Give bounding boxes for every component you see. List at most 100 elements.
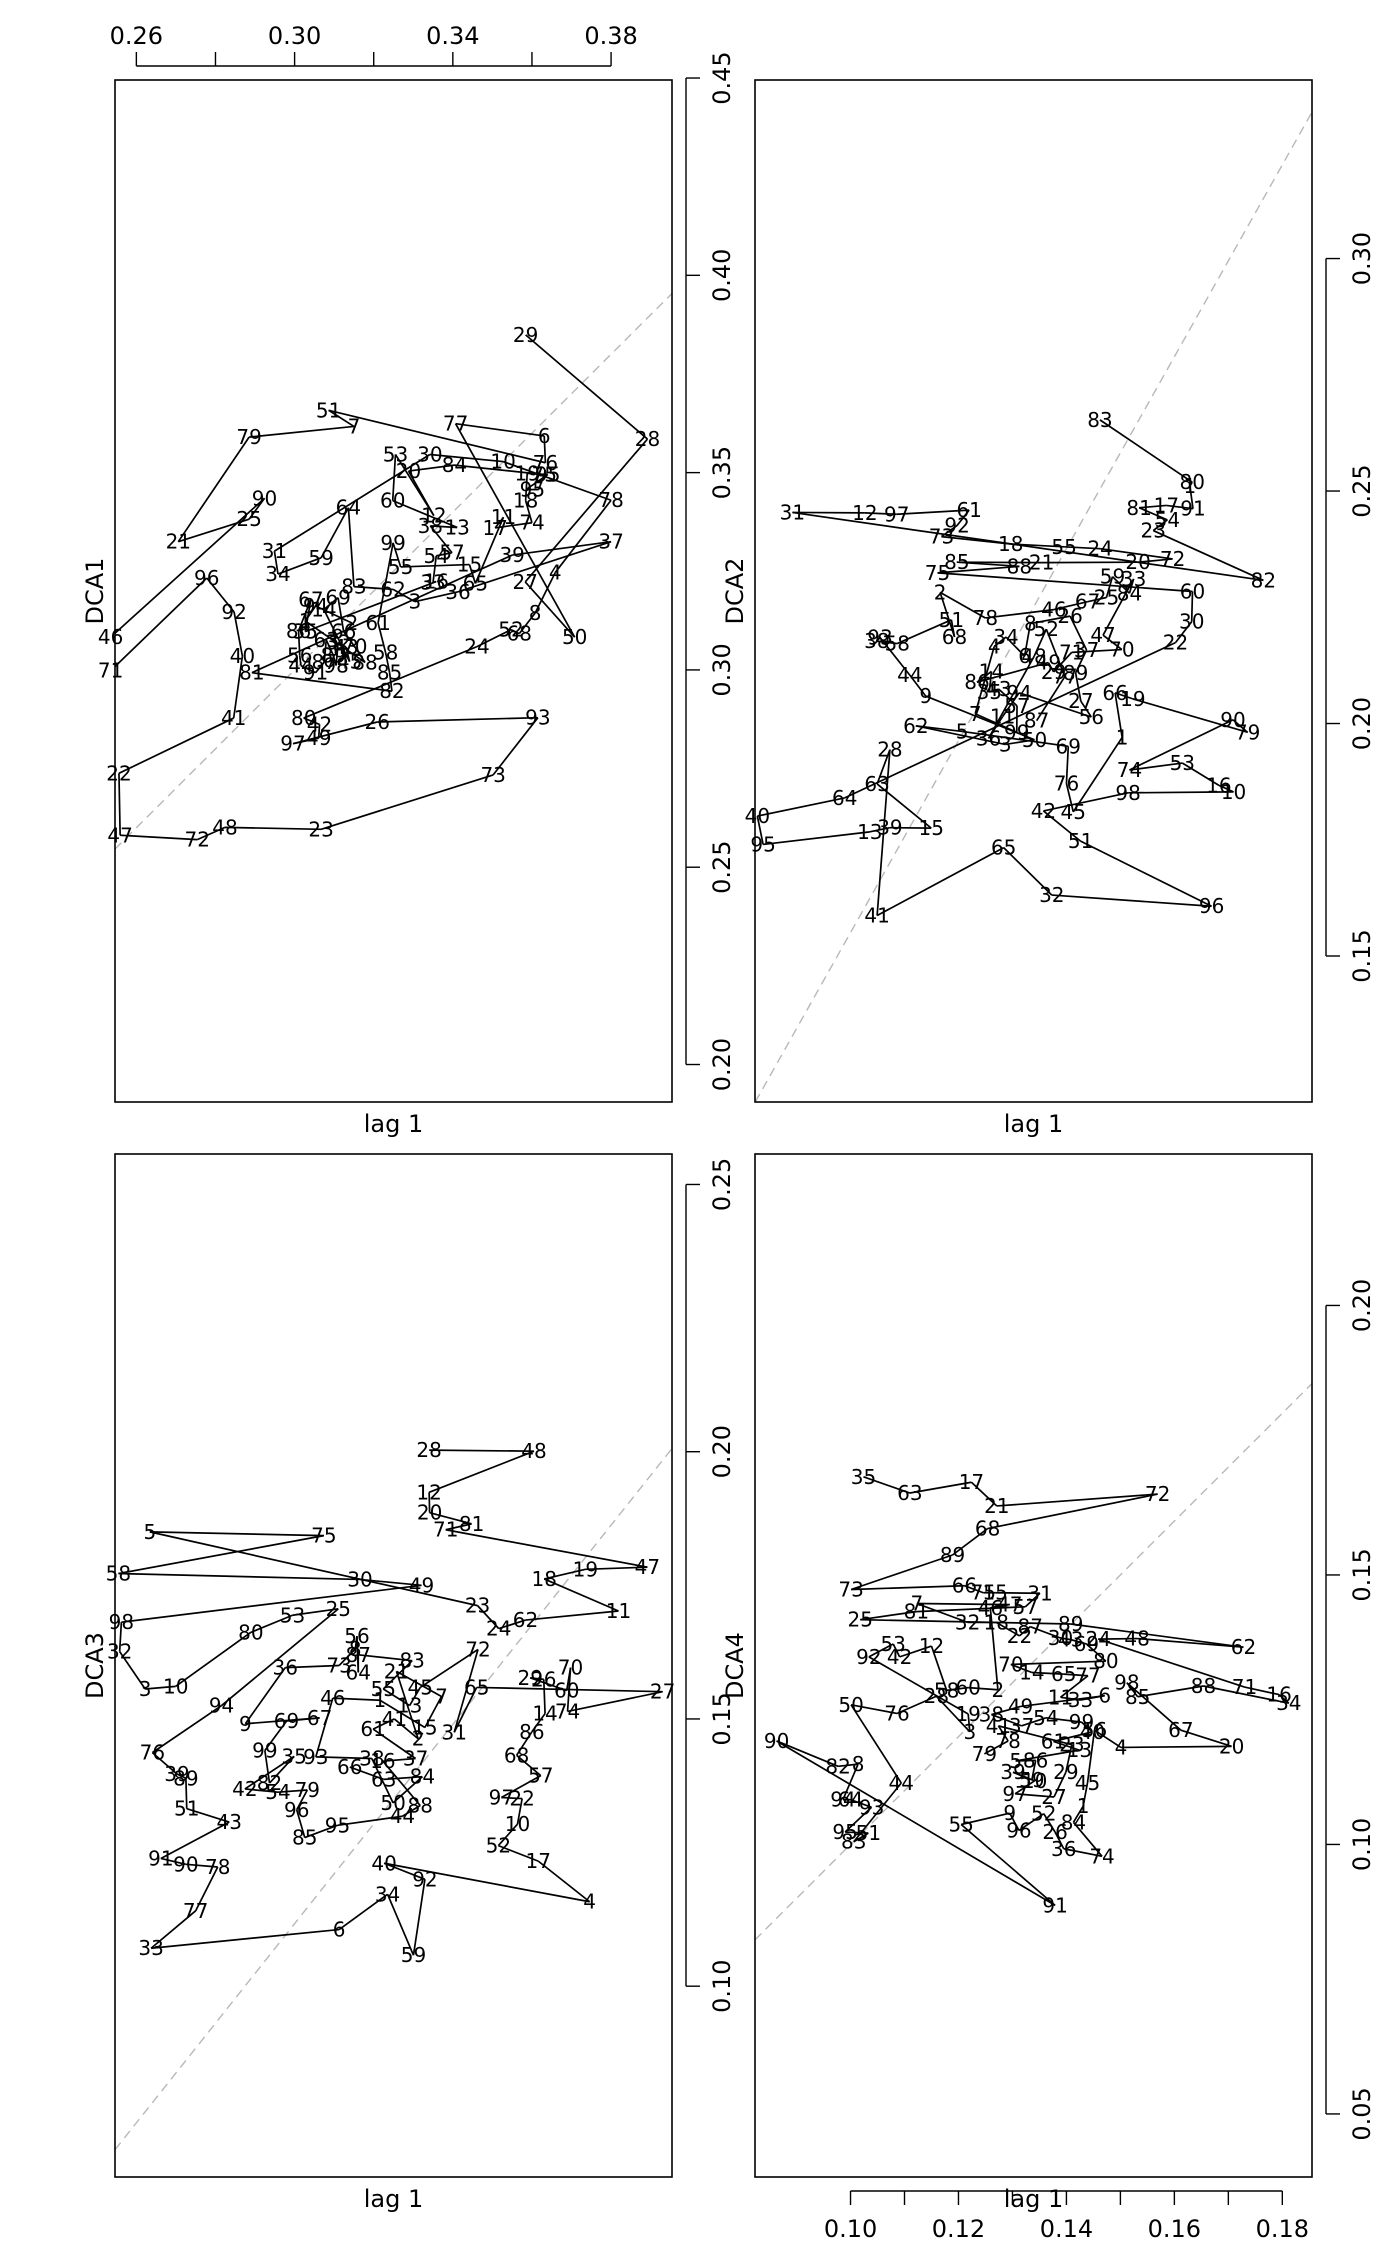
- series-segment: [251, 671, 393, 693]
- series-segment: [454, 464, 545, 476]
- point-label: 46: [98, 625, 123, 649]
- series-segment: [358, 1653, 413, 1662]
- series-segment: [1098, 1638, 1245, 1688]
- series-segment: [989, 688, 999, 693]
- point-label: 33: [138, 1936, 163, 1960]
- series-segment: [838, 1763, 859, 1768]
- point-label: 64: [838, 1788, 863, 1812]
- point-label: 31: [441, 1720, 466, 1744]
- point-label: 95: [535, 463, 560, 487]
- point-label: 4: [583, 1890, 596, 1914]
- series-segment: [430, 525, 458, 529]
- point-label: 89: [1058, 1612, 1083, 1636]
- point-label: 26: [1042, 1820, 1067, 1844]
- series-segment: [993, 636, 1007, 647]
- point-label: 29: [1041, 660, 1066, 684]
- point-label: 43: [1058, 1628, 1083, 1652]
- point-label: 34: [993, 625, 1018, 649]
- series-segment: [1132, 698, 1248, 734]
- point-label: 9: [1003, 1801, 1016, 1825]
- series-segment: [1071, 648, 1122, 654]
- series-segment: [1203, 1685, 1289, 1705]
- point-label: 92: [856, 1645, 881, 1669]
- point-label: 98: [1114, 1671, 1139, 1695]
- point-label: 34: [375, 1882, 400, 1906]
- series-segment: [1053, 600, 1088, 611]
- point-label: 25: [326, 1597, 351, 1621]
- point-label: 47: [997, 1593, 1022, 1617]
- series-segment: [323, 639, 328, 663]
- series-segment: [1065, 746, 1070, 784]
- point-label: 52: [498, 618, 523, 642]
- point-label: 84: [1117, 581, 1142, 605]
- series-segment: [1152, 519, 1168, 532]
- point-label: 96: [1199, 894, 1224, 918]
- series-segment: [515, 1731, 533, 1756]
- series-segment: [476, 1605, 500, 1630]
- series-segment: [395, 1671, 419, 1739]
- series-segment: [323, 597, 339, 611]
- point-label: 38: [418, 514, 443, 538]
- point-label: 45: [408, 1675, 433, 1699]
- point-label: 59: [1100, 565, 1125, 589]
- series-segment: [419, 1648, 479, 1689]
- point-label: 8: [529, 601, 542, 625]
- point-label: 62: [903, 714, 928, 738]
- series-segment: [304, 580, 437, 633]
- point-label: 67: [1075, 590, 1100, 614]
- series-segment: [916, 1602, 968, 1624]
- series-segment: [1045, 628, 1066, 677]
- series-segment: [314, 1697, 334, 1758]
- series-segment: [320, 774, 494, 831]
- series-segment: [1018, 1626, 1031, 1637]
- point-label: 83: [1087, 408, 1112, 432]
- series-segment: [524, 438, 649, 583]
- series-segment: [1005, 636, 1026, 657]
- point-label: 22: [106, 761, 131, 785]
- point-label: 49: [1036, 651, 1061, 675]
- point-label: 62: [380, 577, 405, 601]
- point-label: 97: [884, 502, 909, 526]
- y-tick-label: 0.25: [708, 840, 736, 893]
- x-tick-label: 0.14: [1040, 2215, 1093, 2243]
- point-label: 56: [1082, 1718, 1107, 1742]
- point-label: 72: [1160, 547, 1185, 571]
- point-label: 80: [1180, 470, 1205, 494]
- point-label: 76: [1054, 771, 1079, 795]
- point-label: 63: [897, 1481, 922, 1505]
- point-label: 94: [209, 1694, 234, 1718]
- series-segment: [298, 655, 302, 666]
- y-tick-label: 0.20: [708, 1425, 736, 1478]
- series-segment: [300, 664, 316, 674]
- point-label: 39: [877, 816, 902, 840]
- series-segment: [501, 1796, 523, 1800]
- series-segment: [909, 1481, 972, 1494]
- point-label: 9: [239, 1712, 252, 1736]
- point-label: 77: [443, 412, 468, 436]
- series-segment: [160, 1821, 230, 1860]
- point-label: 20: [417, 1501, 442, 1525]
- series-segment: [844, 641, 1176, 799]
- point-label: 81: [1126, 496, 1151, 520]
- series-segment: [776, 1740, 839, 1768]
- point-label: 13: [857, 820, 882, 844]
- point-label: 36: [976, 726, 1001, 750]
- point-label: 40: [745, 804, 770, 828]
- series-segment: [939, 591, 986, 619]
- series-segment: [118, 773, 121, 836]
- point-label: 49: [306, 726, 331, 750]
- series-segment: [1054, 1831, 1065, 1850]
- series-segment: [115, 497, 266, 635]
- series-segment: [233, 611, 244, 657]
- point-label: 94: [830, 1788, 855, 1812]
- series-segment: [1072, 1805, 1084, 1823]
- point-label: 66: [952, 1574, 977, 1598]
- series-segment: [542, 1679, 546, 1714]
- series-segment: [516, 1798, 523, 1825]
- series-segment: [1029, 1625, 1061, 1639]
- point-label: 60: [1180, 579, 1205, 603]
- series-segment: [1086, 1730, 1096, 1784]
- series-segment: [244, 1667, 286, 1725]
- point-label: 41: [382, 1707, 407, 1731]
- point-label: 82: [379, 679, 404, 703]
